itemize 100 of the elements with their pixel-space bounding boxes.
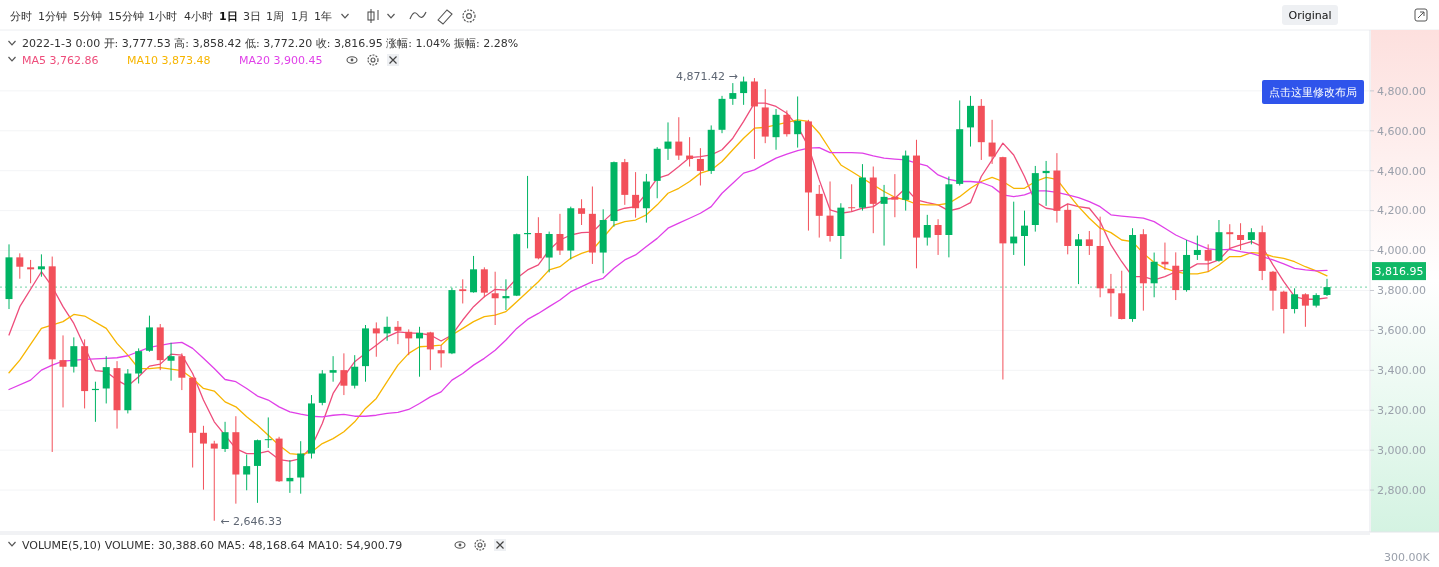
text: 15分钟	[108, 10, 144, 23]
candlestick	[1237, 222, 1245, 251]
candlestick	[167, 342, 175, 382]
candlestick	[199, 425, 207, 491]
candlestick	[664, 121, 672, 161]
candlestick	[372, 321, 380, 358]
candlestick	[480, 266, 488, 298]
candlestick	[934, 218, 942, 256]
candlestick	[1323, 278, 1331, 297]
y-tick-label: 3,200.00	[1377, 404, 1426, 418]
text: MA10	[127, 54, 162, 67]
y-tick-label: 2,800.00	[1377, 483, 1426, 497]
candlestick	[27, 259, 35, 284]
text: 1小时	[148, 10, 177, 23]
candlestick	[351, 354, 359, 389]
candlestick	[891, 173, 899, 218]
candlestick	[59, 334, 67, 408]
candlestick	[459, 278, 467, 304]
candlestick	[966, 95, 974, 148]
candlestick	[1193, 235, 1201, 261]
candlestick	[70, 336, 78, 374]
text: 5分钟	[73, 10, 102, 23]
candlestick	[178, 352, 186, 391]
y-tick-label: 4,200.00	[1377, 204, 1426, 218]
candlestick	[383, 316, 391, 342]
candlestick	[772, 108, 780, 151]
candlestick	[545, 231, 553, 273]
candlestick	[1085, 230, 1093, 256]
y-tick-label: 4,400.00	[1377, 164, 1426, 178]
candlestick	[102, 355, 110, 404]
annotation: 点击这里修改布局	[1269, 85, 1357, 99]
candlestick	[502, 278, 510, 311]
annotation: 4,871.42 →	[675, 70, 738, 84]
candlestick	[145, 315, 153, 353]
candlestick	[578, 198, 586, 226]
candlestick	[1021, 210, 1029, 267]
text: Original	[1288, 9, 1332, 22]
candlestick	[426, 331, 434, 371]
candlestick	[675, 116, 683, 161]
candlestick	[1075, 233, 1083, 285]
text: 1日	[219, 10, 238, 23]
text: MA20	[239, 54, 274, 67]
candlestick	[815, 184, 823, 239]
candlestick	[988, 119, 996, 165]
candlestick	[848, 183, 856, 213]
candlestick	[264, 416, 272, 449]
candlestick	[826, 181, 834, 243]
text: 分时	[10, 10, 32, 23]
annotation: 3,873.48	[161, 54, 211, 67]
candlestick	[1150, 252, 1158, 298]
text: 1分钟	[38, 10, 67, 23]
candlestick	[740, 76, 748, 106]
text: 1周	[266, 10, 284, 23]
candlestick	[491, 271, 499, 326]
candlestick	[243, 454, 251, 491]
y-tick-label: 3,800.00	[1377, 284, 1426, 298]
ref-line-label: 3,816.95	[1374, 264, 1424, 278]
candlestick	[329, 355, 337, 383]
candlestick	[221, 421, 229, 453]
text: 1年	[314, 10, 332, 23]
candlestick	[394, 320, 402, 345]
candlestick	[1226, 223, 1234, 250]
candlestick	[1301, 292, 1309, 328]
text: VOLUME(5,10) VOLUME: 30,388.60 MA5: 48,168.64 MA10: 54,900.79	[22, 539, 403, 552]
candlestick	[340, 352, 348, 396]
candlestick	[1269, 270, 1277, 312]
text: 4小时	[184, 10, 213, 23]
line-series	[8, 146, 1328, 418]
candlestick	[783, 109, 791, 138]
candlestick	[1204, 243, 1212, 273]
candlestick	[1291, 287, 1299, 314]
candlestick	[416, 326, 424, 378]
text: 1月	[291, 10, 309, 23]
candlestick	[794, 95, 802, 149]
candlestick	[210, 440, 218, 522]
candlestick	[437, 344, 445, 369]
candlestick	[1042, 160, 1050, 207]
candlestick	[632, 171, 640, 219]
y-tick-label: 3,400.00	[1377, 364, 1426, 378]
candlestick	[37, 253, 45, 278]
candlestick	[923, 214, 931, 247]
y-tick-label: 3,000.00	[1377, 444, 1426, 458]
text: MA5	[22, 54, 50, 67]
candlestick	[470, 255, 478, 294]
candlestick	[16, 252, 24, 280]
candlestick	[1280, 290, 1288, 334]
y-tick-label: 3,600.00	[1377, 324, 1426, 338]
candlestick	[405, 328, 413, 356]
y-tick-label: 4,600.00	[1377, 124, 1426, 138]
annotation: 3,762.86	[49, 54, 99, 67]
candlestick	[135, 347, 143, 384]
annotation: ← 2,646.33	[220, 514, 282, 528]
y-tick-label: 4,000.00	[1377, 244, 1426, 258]
annotation: 2022-1-3 0:00 开: 3,777.53 高: 3,858.42 低: 3,772.20 收: 3,816.95 涨幅: 1.04% 振幅: 2.28%	[22, 37, 519, 50]
candlestick	[556, 213, 564, 256]
candlestick	[880, 184, 888, 247]
annotation: 3,900.45	[273, 54, 323, 67]
text: 300.00K	[1384, 551, 1431, 564]
candlestick	[297, 440, 305, 495]
text: 3日	[243, 10, 261, 23]
